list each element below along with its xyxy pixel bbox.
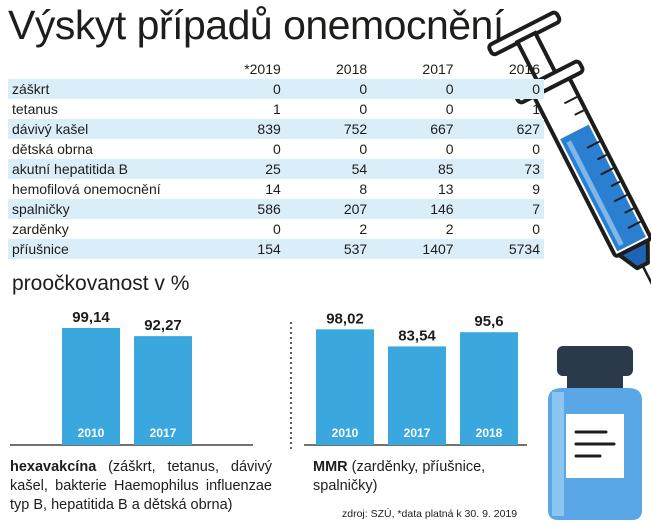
table-cell: 667: [430, 121, 454, 137]
row-label: tetanus: [12, 101, 58, 117]
table-cell: 2: [359, 221, 368, 237]
row-label: hemofilová onemocnění: [12, 181, 161, 197]
table-cell: 752: [343, 121, 368, 137]
mmr-category-label: 2010: [332, 426, 359, 440]
table-row: akutní hepatitida B 25 54 85 73: [8, 159, 544, 179]
table-cell: 73: [524, 161, 540, 177]
source-note: zdroj: SZÚ, *data platná k 30. 9. 2019: [342, 508, 518, 520]
table-row: zarděnky 0 2 2 0: [8, 219, 544, 239]
table-row: tetanus 1 0 0 1: [8, 99, 544, 119]
hexavakcina-value-label: 92,27: [144, 317, 182, 334]
table-cell: 1: [532, 101, 540, 117]
table-row: záškrt 0 0 0 0: [8, 79, 544, 99]
mmr-category-label: 2017: [404, 426, 431, 440]
table-cell: 8: [359, 181, 368, 197]
hexavakcina-caption: hexavakcína (záškrt, tetanus, dávivý kaš…: [10, 458, 272, 515]
table-cell: 627: [516, 121, 540, 137]
mmr-caption-text: (zarděnky, příušnice, spalničky): [313, 459, 486, 494]
row-label: dětská obrna: [12, 141, 93, 157]
table-cell: 13: [437, 181, 454, 197]
mmr-caption-bold: MMR: [313, 459, 348, 475]
table-cell: 14: [265, 181, 281, 197]
row-label: dávivý kašel: [12, 121, 89, 137]
table-cell: 0: [359, 81, 368, 97]
table-cell: 5734: [508, 241, 540, 257]
mmr-bar-2010: [316, 329, 374, 445]
cases-table-body: záškrt 0 0 0 0 tetanus 1 0 0 1 dávivý kašel 839 752 6…: [8, 79, 544, 259]
table-cell: 0: [359, 141, 368, 157]
table-cell: 0: [359, 101, 368, 117]
table-cell: 0: [445, 81, 454, 97]
table-cell: 9: [532, 181, 540, 197]
table-cell: 1407: [422, 241, 454, 257]
table-cell: 0: [532, 141, 540, 157]
row-label: příušnice: [12, 241, 69, 257]
column-header: 2016: [508, 60, 540, 77]
column-header: 2017: [422, 60, 454, 77]
column-header: *2019: [244, 60, 281, 77]
table-cell: 1: [272, 101, 281, 117]
hexavakcina-category-label: 2017: [150, 426, 177, 440]
mmr-bar-2017: [388, 346, 446, 445]
mmr-bar-2018: [460, 332, 518, 445]
row-label: akutní hepatitida B: [12, 161, 128, 177]
hexavakcina-category-label: 2010: [78, 426, 105, 440]
cases-table: *2019 2018 2017 2016 záškrt 0 0 0 0 tetanus 1 0…: [8, 58, 544, 259]
row-label: spalničky: [12, 201, 70, 217]
vaccination-heading: proočkovanost v %: [12, 272, 190, 295]
page-title: Výskyt případů onemocnění: [8, 2, 504, 48]
mmr-value-label: 98,02: [326, 310, 364, 327]
hexavakcina-bar-2010: [62, 328, 120, 445]
mmr-value-label: 95,6: [474, 313, 503, 330]
mmr-value-label: 83,54: [398, 327, 436, 344]
table-cell: 25: [265, 161, 281, 177]
table-row: dávivý kašel 839 752 667 627: [8, 119, 544, 139]
table-cell: 839: [257, 121, 281, 137]
table-cell: 0: [532, 81, 540, 97]
table-row: hemofilová onemocnění 14 8 13 9: [8, 179, 544, 199]
table-cell: 0: [445, 141, 454, 157]
table-cell: 0: [272, 81, 281, 97]
table-cell: 0: [445, 101, 454, 117]
table-cell: 146: [430, 201, 454, 217]
table-row: dětská obrna 0 0 0 0: [8, 139, 544, 159]
table-cell: 7: [532, 201, 540, 217]
table-cell: 586: [257, 201, 281, 217]
table-cell: 207: [343, 201, 368, 217]
row-label: zarděnky: [12, 221, 69, 237]
table-cell: 0: [532, 221, 540, 237]
table-cell: 54: [351, 161, 368, 177]
hexavakcina-caption-bold: hexavakcína: [10, 459, 97, 475]
table-cell: 85: [437, 161, 454, 177]
column-header: 2018: [336, 60, 368, 77]
table-cell: 0: [272, 221, 281, 237]
hexavakcina-value-label: 99,14: [72, 309, 110, 326]
mmr-category-label: 2018: [476, 426, 503, 440]
table-cell: 2: [445, 221, 454, 237]
table-row: příušnice 154 537 1407 5734: [8, 239, 544, 259]
mmr-caption: MMR (zarděnky, příušnice, spalničky): [313, 458, 523, 496]
hexavakcina-caption-text: (záškrt, tetanus, dávivý kašel, bakterie…: [10, 459, 272, 513]
table-cell: 0: [272, 141, 281, 157]
table-cell: 537: [343, 241, 368, 257]
table-row: spalničky 586 207 146 7: [8, 199, 544, 219]
table-cell: 154: [257, 241, 281, 257]
hexavakcina-bar-2017: [134, 336, 192, 445]
row-label: záškrt: [12, 81, 50, 97]
table-header-row: *2019 2018 2017 2016: [8, 58, 544, 79]
